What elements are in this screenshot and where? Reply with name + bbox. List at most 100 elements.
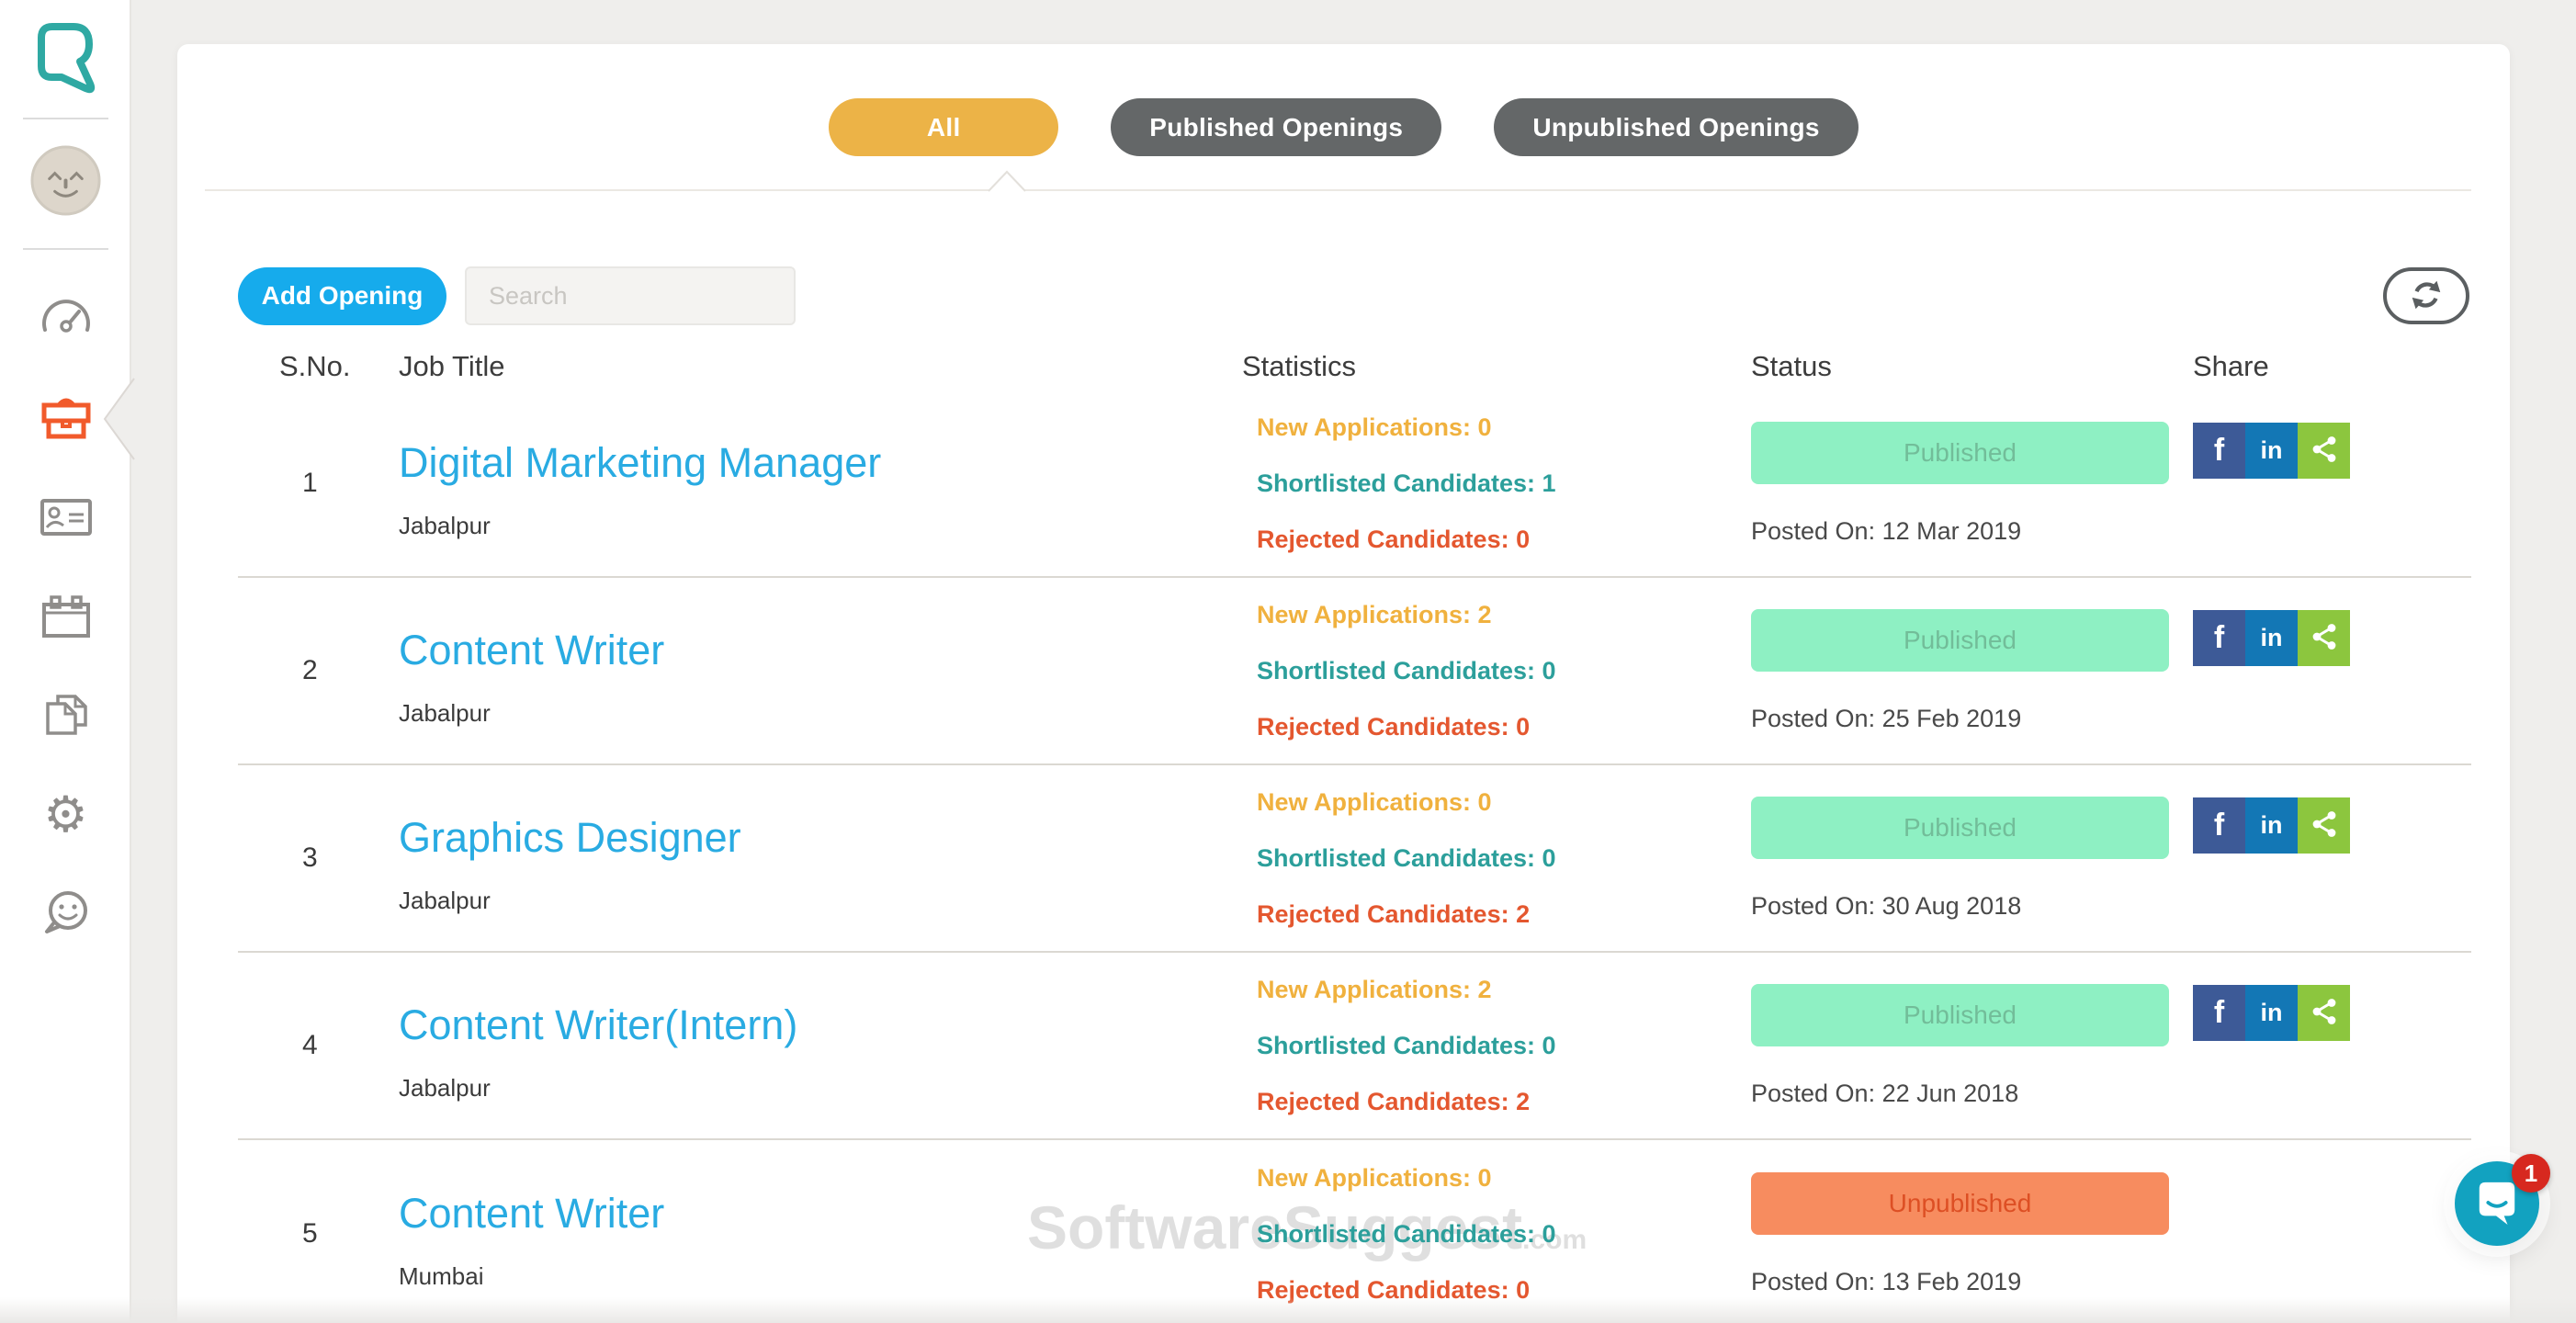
- status-badge[interactable]: Published: [1751, 983, 2169, 1046]
- stat-rejected: Rejected Candidates: 2: [1257, 899, 1531, 928]
- row-number: 2: [302, 655, 318, 685]
- table-row: 3 Graphics Designer Jabalpur New Applica…: [238, 765, 2471, 953]
- share-link-button[interactable]: [2298, 423, 2350, 479]
- job-location: Mumbai: [399, 1262, 484, 1290]
- filter-tabs: All Published Openings Unpublished Openi…: [177, 44, 2510, 156]
- sidebar-item-dashboard[interactable]: [0, 290, 131, 344]
- status-badge[interactable]: Published: [1751, 421, 2169, 484]
- tab-unpublished-openings[interactable]: Unpublished Openings: [1494, 98, 1859, 156]
- share-link-button[interactable]: [2298, 985, 2350, 1041]
- sidebar-divider: [23, 248, 108, 250]
- posted-on: Posted On: 25 Feb 2019: [1751, 704, 2022, 732]
- job-title-link[interactable]: Content Writer: [399, 627, 665, 673]
- sidebar-item-documents[interactable]: [0, 690, 131, 743]
- table-row: 2 Content Writer Jabalpur New Applicatio…: [238, 578, 2471, 765]
- job-title-link[interactable]: Digital Marketing Manager: [399, 439, 882, 486]
- refresh-button[interactable]: [2383, 267, 2469, 324]
- header-status: Status: [1751, 350, 1832, 382]
- sidebar-item-calendar[interactable]: [0, 592, 131, 645]
- posted-on: Posted On: 22 Jun 2018: [1751, 1079, 2019, 1107]
- share-linkedin-button[interactable]: in: [2245, 797, 2298, 854]
- user-avatar[interactable]: [30, 145, 101, 216]
- status-badge[interactable]: Unpublished: [1751, 1171, 2169, 1235]
- search-input[interactable]: [465, 266, 796, 325]
- job-location: Jabalpur: [399, 887, 491, 914]
- share-facebook-button[interactable]: f: [2193, 797, 2245, 854]
- tab-published-openings[interactable]: Published Openings: [1111, 98, 1442, 156]
- openings-list: 1 Digital Marketing Manager Jabalpur New…: [177, 390, 2510, 1323]
- openings-panel: SoftwareSuggest.com All Published Openin…: [177, 44, 2510, 1323]
- posted-on: Posted On: 30 Aug 2018: [1751, 891, 2022, 920]
- header-share: Share: [2193, 350, 2269, 382]
- table-row: 5 Content Writer Mumbai New Applications…: [238, 1140, 2471, 1323]
- share-facebook-button[interactable]: f: [2193, 423, 2245, 479]
- calendar-icon: [41, 594, 91, 643]
- stat-shortlisted: Shortlisted Candidates: 0: [1257, 1219, 1556, 1248]
- header-sno: S.No.: [279, 350, 351, 382]
- job-location: Jabalpur: [399, 1074, 491, 1102]
- share-link-button[interactable]: [2298, 797, 2350, 854]
- share-link-button[interactable]: [2298, 610, 2350, 666]
- row-number: 1: [302, 468, 318, 498]
- job-title-link[interactable]: Content Writer(Intern): [399, 1001, 798, 1048]
- tabs-divider: [205, 170, 2471, 192]
- share-linkedin-button[interactable]: in: [2245, 423, 2298, 479]
- stat-new-applications: New Applications: 2: [1257, 600, 1492, 628]
- avatar-smiley-icon: [30, 145, 101, 220]
- status-badge[interactable]: Published: [1751, 608, 2169, 672]
- job-title-link[interactable]: Content Writer: [399, 1190, 665, 1237]
- sidebar: ⚙: [0, 0, 131, 1323]
- header-job-title: Job Title: [399, 350, 505, 382]
- sidebar-divider: [23, 118, 108, 119]
- status-badge[interactable]: Published: [1751, 796, 2169, 859]
- table-header: S.No. Job Title Statistics Status Share: [238, 350, 2471, 390]
- posted-on: Posted On: 13 Feb 2019: [1751, 1267, 2022, 1295]
- stat-new-applications: New Applications: 0: [1257, 1163, 1492, 1192]
- share-facebook-button[interactable]: f: [2193, 985, 2245, 1041]
- share-icon: [2311, 623, 2337, 653]
- gauge-icon: [40, 295, 92, 340]
- share-icon: [2311, 435, 2337, 466]
- share-facebook-button[interactable]: f: [2193, 610, 2245, 666]
- stat-rejected: Rejected Candidates: 0: [1257, 525, 1531, 553]
- stat-rejected: Rejected Candidates: 0: [1257, 712, 1531, 741]
- stat-shortlisted: Shortlisted Candidates: 0: [1257, 1031, 1556, 1059]
- stat-new-applications: New Applications: 2: [1257, 975, 1492, 1003]
- chat-smiley-icon: [42, 889, 90, 940]
- job-location: Jabalpur: [399, 512, 491, 539]
- id-card-icon: [40, 498, 93, 541]
- row-number: 4: [302, 1030, 318, 1060]
- add-opening-button[interactable]: Add Opening: [238, 266, 446, 325]
- table-row: 4 Content Writer(Intern) Jabalpur New Ap…: [238, 953, 2471, 1140]
- row-number: 3: [302, 842, 318, 873]
- stat-rejected: Rejected Candidates: 0: [1257, 1275, 1531, 1304]
- active-tab-caret-icon: [988, 170, 1026, 192]
- share-linkedin-button[interactable]: in: [2245, 610, 2298, 666]
- header-statistics: Statistics: [1242, 350, 1357, 382]
- share-icon: [2311, 810, 2337, 841]
- stat-new-applications: New Applications: 0: [1257, 787, 1492, 816]
- chat-bubble-icon: [2474, 1177, 2520, 1231]
- chat-launcher[interactable]: 1: [2455, 1154, 2550, 1246]
- share-icon: [2311, 998, 2337, 1028]
- stat-shortlisted: Shortlisted Candidates: 0: [1257, 843, 1556, 872]
- sidebar-item-settings[interactable]: ⚙: [0, 788, 131, 842]
- sidebar-item-feedback[interactable]: [0, 888, 131, 941]
- sidebar-item-candidates[interactable]: [0, 492, 131, 546]
- app-logo[interactable]: [33, 20, 97, 97]
- chat-unread-badge: 1: [2512, 1154, 2550, 1193]
- toolbar: Add Opening: [238, 266, 2469, 325]
- stat-rejected: Rejected Candidates: 2: [1257, 1087, 1531, 1115]
- briefcase-icon: [40, 393, 92, 446]
- job-title-link[interactable]: Graphics Designer: [399, 814, 741, 861]
- refresh-icon: [2407, 277, 2446, 315]
- share-linkedin-button[interactable]: in: [2245, 985, 2298, 1041]
- active-item-pointer-icon: [98, 377, 135, 466]
- job-location: Jabalpur: [399, 699, 491, 727]
- table-row: 1 Digital Marketing Manager Jabalpur New…: [238, 390, 2471, 578]
- stat-shortlisted: Shortlisted Candidates: 1: [1257, 469, 1556, 497]
- documents-icon: [42, 693, 90, 741]
- tab-all[interactable]: All: [829, 98, 1059, 156]
- posted-on: Posted On: 12 Mar 2019: [1751, 516, 2022, 545]
- sidebar-item-openings[interactable]: [0, 392, 131, 446]
